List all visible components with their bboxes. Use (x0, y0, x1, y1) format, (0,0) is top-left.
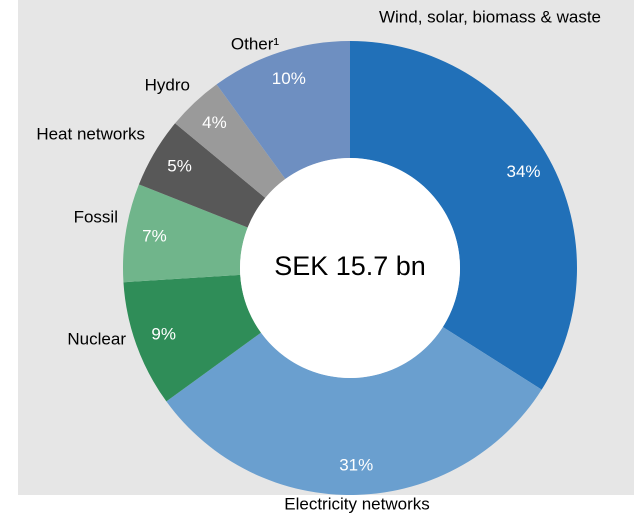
category-label: Fossil (74, 207, 118, 226)
donut-segment (350, 41, 577, 390)
donut-segment (175, 84, 286, 198)
value-label: 10% (272, 69, 306, 88)
value-label: 5% (167, 157, 192, 176)
donut-segment (166, 326, 542, 495)
value-label: 34% (506, 162, 540, 181)
category-label: Other¹ (231, 34, 280, 53)
value-label: 7% (142, 227, 167, 246)
category-label: Hydro (145, 75, 190, 94)
category-label: Heat networks (36, 124, 145, 143)
category-label: Electricity networks (284, 494, 429, 513)
donut-segment (123, 274, 262, 402)
center-label: SEK 15.7 bn (274, 251, 426, 281)
donut-segment (138, 123, 266, 228)
value-label: 9% (151, 325, 176, 344)
value-label: 4% (202, 113, 227, 132)
donut-segment (216, 41, 350, 180)
category-label: Wind, solar, biomass & waste (379, 7, 601, 26)
donut-hole (240, 158, 460, 378)
donut-segment (122, 184, 248, 283)
value-label: 31% (339, 455, 373, 474)
category-label: Nuclear (67, 329, 126, 348)
